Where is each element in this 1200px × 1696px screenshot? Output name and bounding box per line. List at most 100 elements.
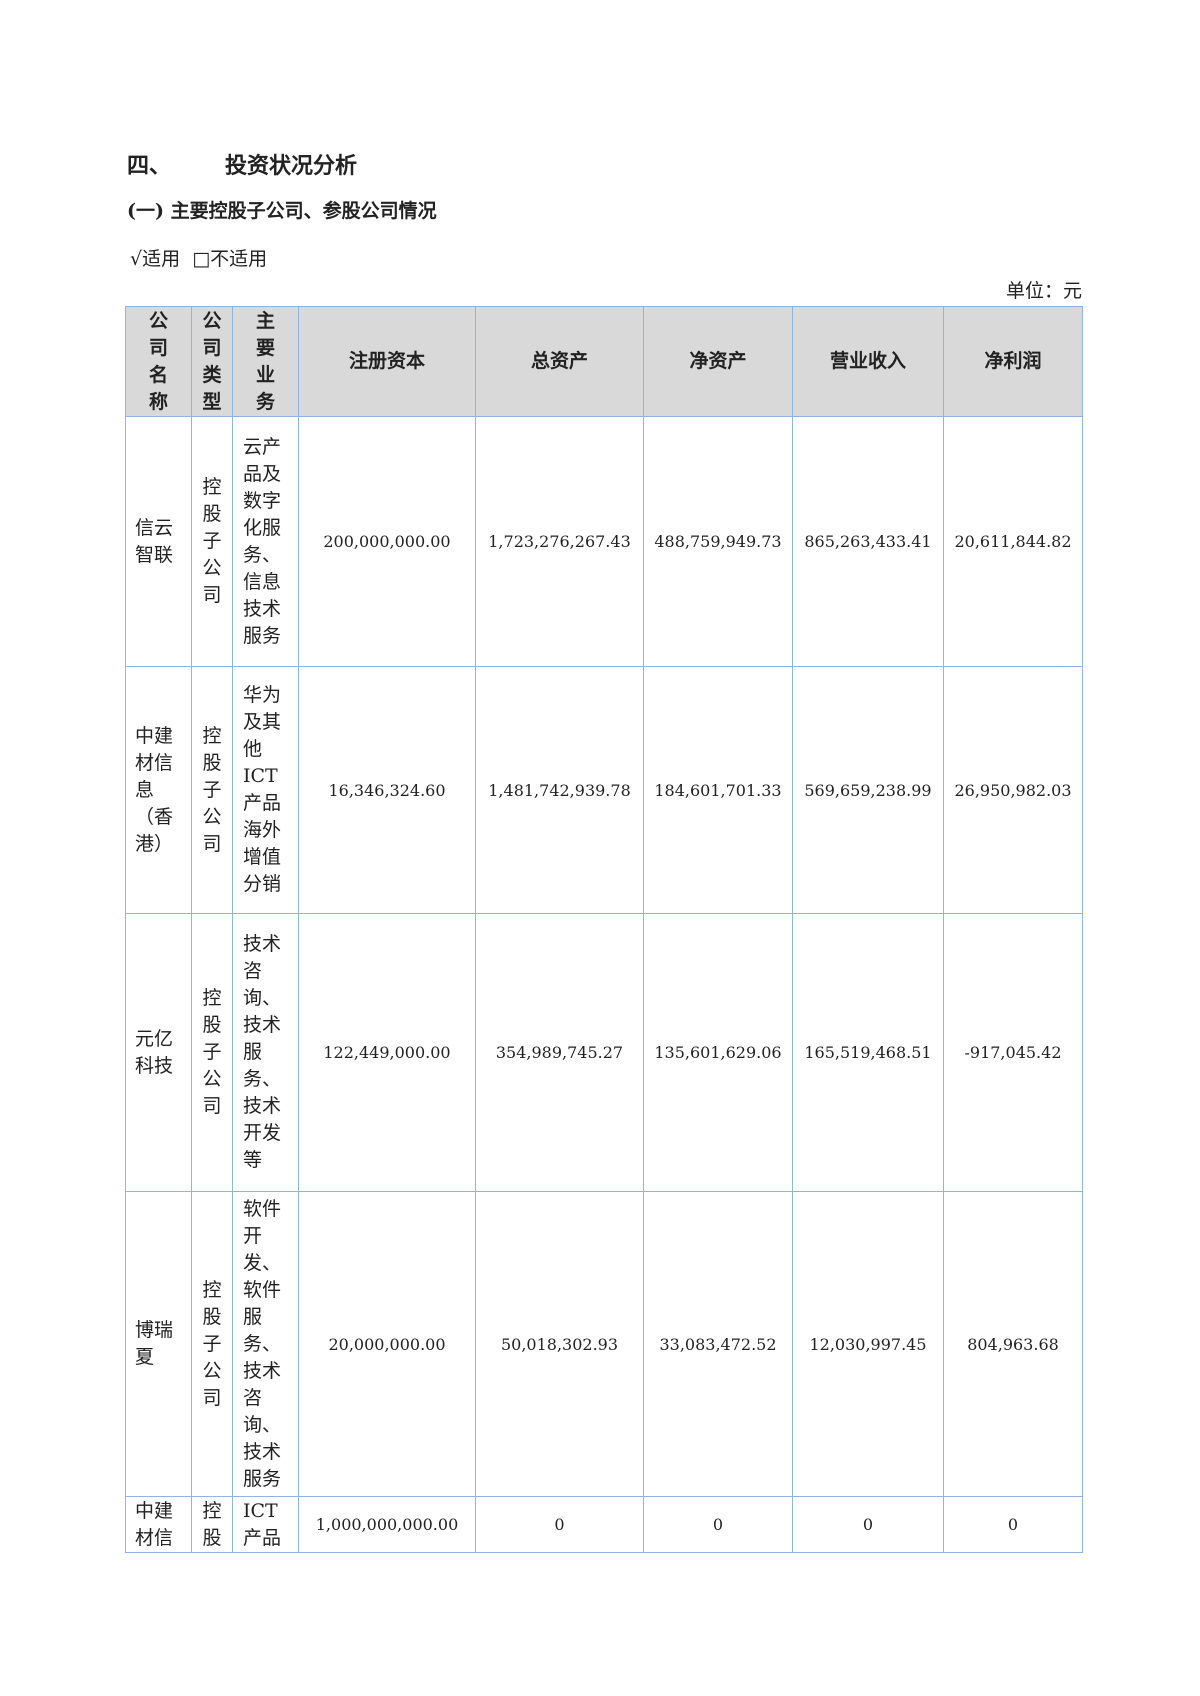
text-line: 开: [243, 1224, 263, 1247]
cell-total-assets: 1,723,276,267.43: [475, 416, 644, 667]
cell-text: 控股子公司: [192, 723, 232, 858]
text-line: 技术: [243, 1014, 282, 1036]
cell-text: 净利润: [944, 348, 1082, 375]
cell-text: 元亿 科技: [126, 1026, 191, 1080]
text-line: 品及: [243, 462, 282, 485]
text-line: 技术: [243, 597, 282, 620]
text-line: 咨: [243, 960, 263, 982]
cell-revenue: 12,030,997.45: [792, 1191, 944, 1497]
cell-registered-capital: 200,000,000.00: [298, 416, 476, 667]
cell-net-profit: 0: [943, 1496, 1083, 1553]
not-applicable-option: □不适用: [192, 248, 268, 270]
cell-revenue: 865,263,433.41: [792, 416, 944, 667]
cell-net-assets: 33,083,472.52: [643, 1191, 793, 1497]
cell-revenue: 569,659,238.99: [792, 666, 944, 914]
text-line: 询、: [243, 987, 282, 1009]
text-line: 务、: [243, 543, 282, 566]
text-line: 夏: [135, 1346, 155, 1368]
column-header: 净资产: [643, 306, 793, 417]
cell-business: 技术咨询、 技术服务、 技术 开发等: [232, 913, 299, 1192]
text-line: 控: [202, 1499, 222, 1522]
text-line: 材信: [135, 751, 174, 774]
cell-type: 控股: [191, 1496, 233, 1553]
text-line: 司: [148, 336, 168, 359]
column-header: 主要业务: [232, 306, 299, 417]
cell-net-profit: -917,045.42: [943, 913, 1083, 1192]
cell-text: 控股: [192, 1498, 232, 1552]
text-line: 司: [202, 832, 222, 855]
cell-net-assets: 184,601,701.33: [643, 666, 793, 914]
cell-text: 公司名称: [126, 308, 191, 416]
cell-text: 总资产: [476, 348, 643, 375]
text-line: 类: [202, 363, 222, 386]
text-line: 服务: [243, 624, 282, 647]
cell-text: 控股子公司: [192, 1277, 232, 1412]
text-line: 子: [202, 1041, 222, 1063]
text-line: 他: [243, 738, 263, 760]
cell-name: 博瑞夏: [125, 1191, 192, 1497]
text-line: 控: [202, 476, 222, 498]
text-line: 司: [202, 336, 222, 359]
text-line: 等: [243, 1149, 263, 1171]
text-line: 软件: [243, 1278, 282, 1301]
column-header: 公司名称: [125, 306, 192, 417]
cell-name: 信云 智联: [125, 416, 192, 667]
text-line: 股: [202, 503, 222, 525]
cell-registered-capital: 20,000,000.00: [298, 1191, 476, 1497]
cell-registered-capital: 1,000,000,000.00: [298, 1496, 476, 1553]
text-line: 公: [148, 309, 168, 332]
text-line: 名: [148, 363, 168, 386]
cell-text: 技术咨询、 技术服务、 技术 开发等: [233, 931, 298, 1174]
section-number: 四、: [127, 153, 172, 179]
text-line: 博瑞: [135, 1319, 174, 1341]
text-line: 务、: [243, 1068, 282, 1090]
text-line: 询、: [243, 1413, 282, 1436]
subsidiaries-table: 公司名称公司类型主要业务注册资本 总资产 净资产 营业收入 净利润 信云 智联控股子公司云…: [125, 306, 1083, 1553]
cell-net-profit: 20,611,844.82: [943, 416, 1083, 667]
cell-net-assets: 0: [643, 1496, 793, 1553]
text-line: 产品: [243, 1526, 282, 1549]
cell-business: 软件开发、 软件服务、 技术咨询、 技术 服务: [232, 1191, 299, 1497]
text-line: 型: [202, 390, 222, 413]
text-line: 信云: [135, 516, 174, 539]
cell-text: 软件开发、 软件服务、 技术咨询、 技术 服务: [233, 1196, 298, 1493]
cell-registered-capital: 16,346,324.60: [298, 666, 476, 914]
cell-text: 中建 材信: [126, 1498, 191, 1552]
text-line: ICT: [243, 765, 278, 787]
cell-text: 注册资本: [299, 348, 475, 375]
text-line: 公: [202, 557, 222, 579]
cell-total-assets: 50,018,302.93: [475, 1191, 644, 1497]
text-line: 及其: [243, 711, 282, 733]
text-line: 要: [255, 336, 275, 359]
unit-label: 单位：元: [1005, 280, 1082, 302]
text-line: 数字: [243, 489, 282, 512]
column-header: 总资产: [475, 306, 644, 417]
cell-type: 控股子公司: [191, 1191, 233, 1497]
cell-text: 信云 智联: [126, 515, 191, 569]
cell-text: 净资产: [644, 348, 792, 375]
text-line: 公: [202, 1068, 222, 1090]
text-line: （香: [135, 805, 174, 828]
text-line: 产品: [243, 792, 282, 814]
text-line: 中建: [135, 724, 174, 747]
cell-text: 云产 品及 数字 化服 务、 信息 技术 服务: [233, 434, 298, 650]
text-line: 净资产: [689, 350, 747, 372]
cell-name: 中建 材信: [125, 1496, 192, 1553]
text-line: 子: [202, 778, 222, 801]
cell-revenue: 0: [792, 1496, 944, 1553]
text-line: 服: [243, 1305, 263, 1328]
text-line: 海外: [243, 819, 282, 841]
cell-text: 公司类型: [192, 308, 232, 416]
column-header: 公司类型: [191, 306, 233, 417]
text-line: 子: [202, 530, 222, 552]
cell-name: 元亿 科技: [125, 913, 192, 1192]
text-line: 控: [202, 1278, 222, 1301]
cell-type: 控股子公司: [191, 666, 233, 914]
cell-business: 华为 及其他 ICT 产品 海外 增值 分销: [232, 666, 299, 914]
text-line: 信息: [243, 570, 282, 593]
text-line: 业: [255, 363, 275, 386]
table-row: 元亿 科技控股子公司技术咨询、 技术服务、 技术 开发等 122,449,000.00 35…: [125, 913, 1083, 1192]
section-heading: 四、 投资状况分析: [127, 148, 357, 180]
table-row: 中建 材信控股 ICT 产品 1,000,000,000.00 0 0 0 0: [125, 1496, 1083, 1553]
cell-net-profit: 26,950,982.03: [943, 666, 1083, 914]
